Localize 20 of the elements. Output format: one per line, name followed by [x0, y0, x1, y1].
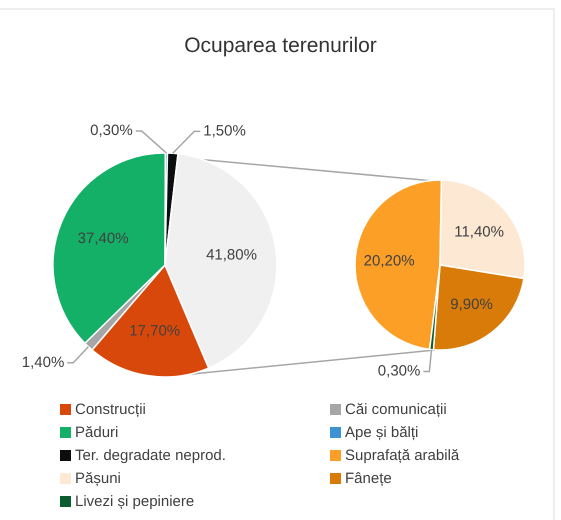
data-label: 17,70% [129, 322, 180, 340]
data-label: 0,30% [378, 362, 420, 380]
data-label: 20,20% [364, 252, 415, 270]
legend-label: Ape și bălți [345, 424, 418, 441]
legend-label: Suprafață arabilă [345, 447, 460, 464]
data-label: 41,80% [206, 246, 257, 264]
data-label: 1,50% [203, 122, 246, 140]
legend-label: Păduri [75, 424, 118, 441]
legend-label: Construcții [75, 401, 146, 418]
data-label: 11,40% [454, 223, 504, 240]
legend-label: Pășuni [75, 470, 121, 487]
data-label: 1,40% [22, 354, 64, 371]
legend-label: Căi comunicații [345, 401, 447, 418]
data-label: 37,40% [78, 230, 129, 247]
data-label: 0,30% [90, 122, 133, 140]
chart-title: Ocuparea terenurilor [183, 34, 378, 58]
legend-label: Ter. degradate neprod. [75, 447, 226, 464]
data-label: 9,90% [450, 296, 493, 314]
legend-label: Fânețe [345, 470, 392, 487]
legend-label: Livezi și pepiniere [75, 493, 194, 510]
